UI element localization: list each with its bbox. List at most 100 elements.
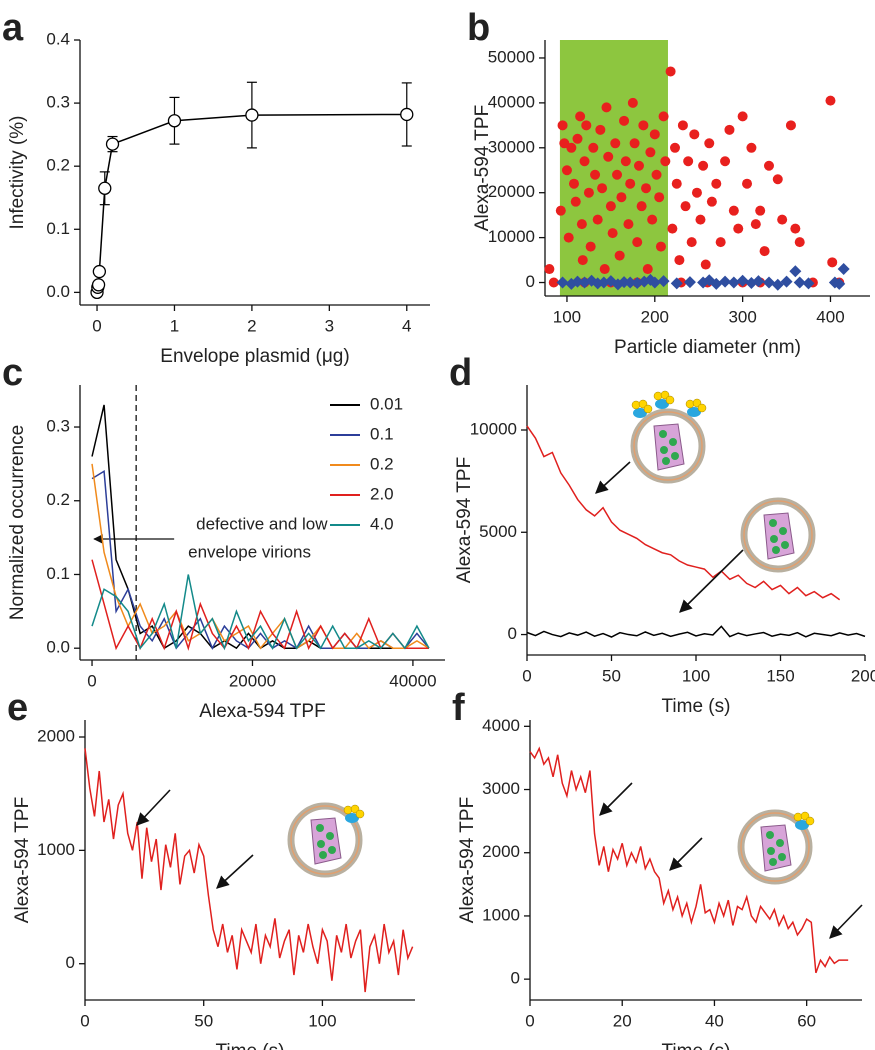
- legend-label: 0.01: [370, 394, 403, 413]
- data-point: [556, 276, 569, 289]
- x-tick-label: 100: [682, 666, 710, 685]
- x-tick-label: 100: [553, 307, 581, 326]
- glycoprotein: [685, 398, 707, 418]
- data-point: [660, 156, 671, 167]
- data-point: [92, 264, 107, 279]
- x-tick-label: 300: [728, 307, 756, 326]
- data-point: [657, 275, 670, 288]
- y-tick-label: 0.2: [46, 156, 70, 175]
- data-point: [629, 138, 640, 149]
- data-point: [557, 120, 568, 131]
- data-point: [780, 275, 793, 288]
- data-point: [651, 169, 662, 180]
- x-tick-label: 2: [247, 316, 256, 335]
- data-point: [793, 276, 806, 289]
- y-tick-label: 10000: [470, 419, 517, 438]
- data-point: [772, 174, 783, 185]
- glycoprotein: [793, 811, 815, 831]
- data-point: [568, 178, 579, 189]
- data-point: [680, 201, 691, 212]
- x-tick-label: 50: [194, 1011, 213, 1030]
- x-axis-title: Time (s): [216, 1041, 285, 1050]
- data-point: [671, 178, 682, 189]
- y-tick-label: 10000: [488, 227, 535, 246]
- data-point: [571, 275, 584, 288]
- x-tick-label: 200: [851, 666, 875, 685]
- data-point: [576, 219, 587, 230]
- data-point: [572, 133, 583, 144]
- data-point: [746, 142, 757, 153]
- legend-label: 4.0: [370, 514, 394, 533]
- y-axis-title: Infectivity (%): [7, 115, 28, 229]
- data-point: [548, 277, 559, 288]
- data-point: [733, 223, 744, 234]
- data-point: [762, 276, 775, 289]
- panel-letter: d: [449, 352, 472, 394]
- data-point: [167, 114, 182, 128]
- annotation: defective and low: [196, 514, 328, 533]
- data-point: [715, 237, 726, 248]
- x-tick-label: 0: [87, 671, 96, 690]
- data-point: [695, 214, 706, 225]
- data-point: [595, 124, 606, 135]
- data-point: [674, 255, 685, 266]
- annotation: envelope virions: [188, 542, 311, 561]
- y-tick-label: 1000: [37, 840, 75, 859]
- panel: 0 20 40 60 0 1000 2000 3000 4000 Time (s) Alexa-59…: [452, 687, 862, 1050]
- data-point: [590, 169, 601, 180]
- data-point: [566, 142, 577, 153]
- data-point: [605, 201, 616, 212]
- data-point: [658, 111, 669, 122]
- data-point: [728, 205, 739, 216]
- data-point: [727, 276, 740, 289]
- panel: 0 1 2 3 4 0.0 0.1 0.2 0.3 0.4 Envelope plasmid (μg…: [2, 7, 430, 367]
- x-axis-title: Alexa-594 TPF: [199, 701, 325, 722]
- panel: 0 20000 40000 0.0 0.1 0.2 0.3 Alexa-594 TPF Norm…: [2, 352, 445, 722]
- data-point: [623, 219, 634, 230]
- data-point: [638, 120, 649, 131]
- data-point: [614, 250, 625, 261]
- data-line: [526, 625, 866, 638]
- data-point: [790, 223, 801, 234]
- data-point: [649, 129, 660, 140]
- data-line: [91, 574, 430, 651]
- y-tick-label: 0: [508, 624, 517, 643]
- x-axis-title: Time (s): [662, 1041, 731, 1050]
- data-point: [698, 160, 709, 171]
- legend-label: 0.2: [370, 454, 394, 473]
- virion-cartoon: [744, 501, 812, 569]
- x-axis-title: Envelope plasmid (μg): [160, 346, 349, 367]
- data-point: [802, 277, 815, 290]
- data-point: [825, 95, 836, 106]
- x-tick-label: 0: [80, 1011, 89, 1030]
- data-point: [737, 111, 748, 122]
- x-axis-title: Time (s): [662, 696, 731, 717]
- data-point: [689, 129, 700, 140]
- data-point: [719, 275, 732, 288]
- legend-label: 0.1: [370, 424, 394, 443]
- y-axis-title: Normalized occurrence: [7, 425, 28, 620]
- y-tick-label: 2000: [37, 726, 75, 745]
- glycoprotein: [653, 390, 675, 410]
- panel-letter: a: [2, 7, 24, 49]
- y-tick-label: 4000: [482, 716, 520, 735]
- data-point: [837, 263, 850, 276]
- y-tick-label: 40000: [488, 92, 535, 111]
- y-tick-label: 20000: [488, 182, 535, 201]
- data-point: [620, 156, 631, 167]
- y-axis-title: Alexa-594 TPF: [12, 797, 33, 923]
- arrow: [136, 789, 171, 826]
- data-point: [581, 120, 592, 131]
- x-tick-label: 150: [766, 666, 794, 685]
- data-point: [98, 181, 112, 195]
- data-point: [665, 66, 676, 77]
- data-point: [677, 120, 688, 131]
- x-tick-label: 50: [602, 666, 621, 685]
- data-point: [400, 107, 414, 122]
- y-tick-label: 3000: [482, 779, 520, 798]
- panel-letter: b: [467, 7, 490, 49]
- panel-letter: e: [7, 687, 28, 729]
- x-axis-title: Particle diameter (nm): [614, 337, 801, 358]
